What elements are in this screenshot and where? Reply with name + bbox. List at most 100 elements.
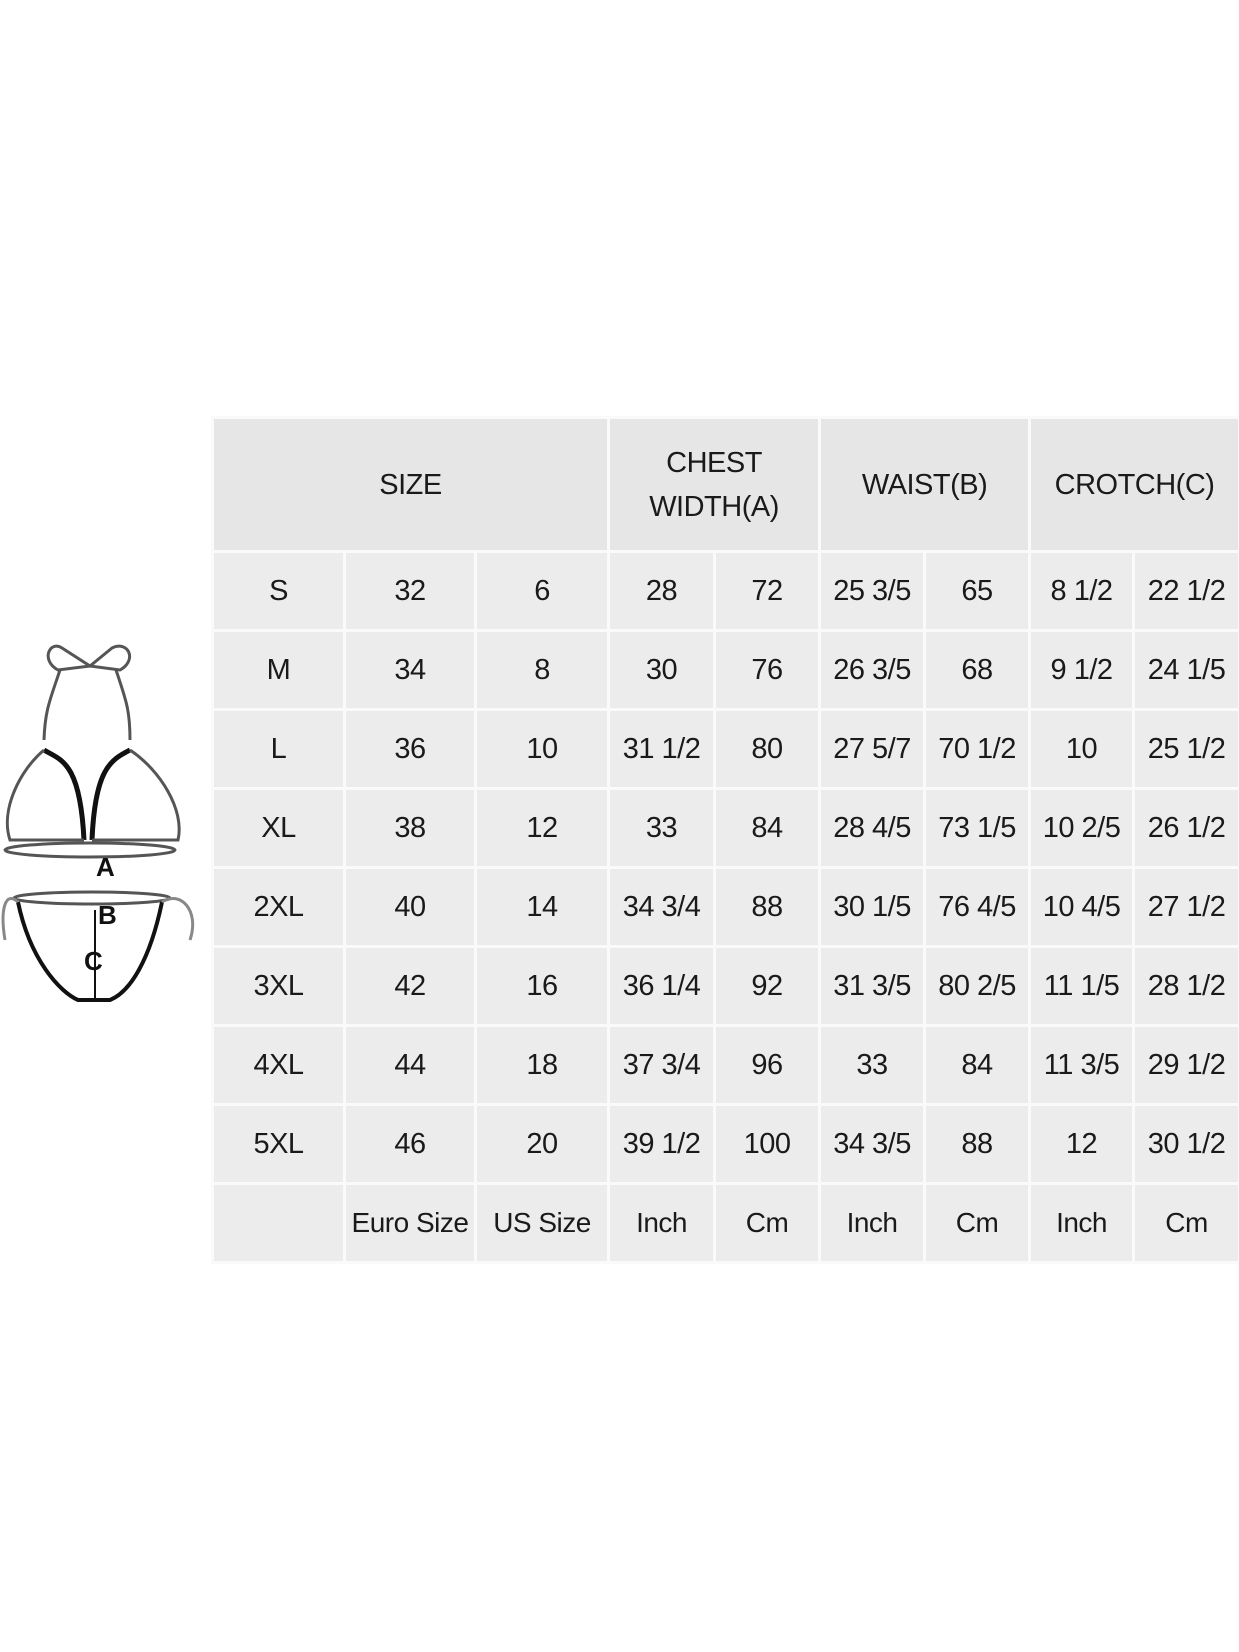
label-a: A — [96, 852, 115, 882]
cell-crotch-cm: 30 1/2 — [1132, 1103, 1239, 1185]
unit-waist-inch: Inch — [818, 1182, 927, 1264]
cell-size: XL — [211, 787, 346, 869]
cell-crotch-cm: 24 1/5 — [1132, 629, 1239, 711]
cell-us-size: 6 — [473, 550, 611, 632]
cell-crotch-inch: 11 1/5 — [1028, 945, 1136, 1027]
cell-size: S — [211, 550, 346, 632]
cell-euro-size: 38 — [343, 787, 477, 869]
cell-waist-inch: 28 4/5 — [818, 787, 927, 869]
cell-size: M — [211, 629, 346, 711]
cell-us-size: 14 — [473, 866, 611, 948]
cell-waist-cm: 70 1/2 — [923, 708, 1032, 790]
cell-size: 4XL — [211, 1024, 346, 1106]
cell-euro-size: 32 — [343, 550, 477, 632]
table-row: S 32 6 28 72 25 3/5 65 8 1/2 22 1/2 — [211, 550, 1239, 632]
table-row: 4XL 44 18 37 3/4 96 33 84 11 3/5 29 1/2 — [211, 1024, 1239, 1106]
cell-waist-cm: 84 — [923, 1024, 1032, 1106]
cell-waist-inch: 31 3/5 — [818, 945, 927, 1027]
cell-euro-size: 44 — [343, 1024, 477, 1106]
unit-euro-size: Euro Size — [343, 1182, 477, 1264]
cell-chest-inch: 36 1/4 — [607, 945, 717, 1027]
cell-crotch-cm: 26 1/2 — [1132, 787, 1239, 869]
cell-waist-inch: 34 3/5 — [818, 1103, 927, 1185]
cell-crotch-cm: 25 1/2 — [1132, 708, 1239, 790]
cell-size: 2XL — [211, 866, 346, 948]
cell-size: L — [211, 708, 346, 790]
cell-waist-cm: 68 — [923, 629, 1032, 711]
cell-crotch-inch: 11 3/5 — [1028, 1024, 1136, 1106]
cell-waist-inch: 27 5/7 — [818, 708, 927, 790]
cell-crotch-inch: 10 — [1028, 708, 1136, 790]
table-row: L 36 10 31 1/2 80 27 5/7 70 1/2 10 25 1/2 — [211, 708, 1239, 790]
table-row: 5XL 46 20 39 1/2 100 34 3/5 88 12 30 1/2 — [211, 1103, 1239, 1185]
cell-chest-cm: 100 — [713, 1103, 822, 1185]
cell-us-size: 20 — [473, 1103, 611, 1185]
cell-chest-cm: 80 — [713, 708, 822, 790]
cell-chest-inch: 34 3/4 — [607, 866, 717, 948]
cell-chest-inch: 31 1/2 — [607, 708, 717, 790]
cell-us-size: 10 — [473, 708, 611, 790]
unit-size — [211, 1182, 346, 1264]
table-row: M 34 8 30 76 26 3/5 68 9 1/2 24 1/5 — [211, 629, 1239, 711]
cell-euro-size: 40 — [343, 866, 477, 948]
cell-chest-cm: 96 — [713, 1024, 822, 1106]
cell-crotch-cm: 29 1/2 — [1132, 1024, 1239, 1106]
cell-crotch-inch: 9 1/2 — [1028, 629, 1136, 711]
header-crotch: CROTCH(C) — [1028, 416, 1239, 553]
cell-us-size: 16 — [473, 945, 611, 1027]
cell-size: 3XL — [211, 945, 346, 1027]
cell-chest-cm: 72 — [713, 550, 822, 632]
cell-crotch-inch: 12 — [1028, 1103, 1136, 1185]
cell-euro-size: 36 — [343, 708, 477, 790]
unit-crotch-cm: Cm — [1132, 1182, 1239, 1264]
bikini-measurement-diagram: A B C — [1, 644, 195, 1002]
cell-waist-inch: 33 — [818, 1024, 927, 1106]
cell-crotch-inch: 10 2/5 — [1028, 787, 1136, 869]
cell-chest-cm: 92 — [713, 945, 822, 1027]
cell-size: 5XL — [211, 1103, 346, 1185]
label-c: C — [84, 946, 103, 976]
cell-us-size: 12 — [473, 787, 611, 869]
header-row: SIZE CHEST WIDTH(A) WAIST(B) CROTCH(C) — [210, 416, 1239, 553]
cell-us-size: 18 — [473, 1024, 611, 1106]
cell-chest-inch: 30 — [607, 629, 717, 711]
bikini-top-illustration — [3, 644, 181, 859]
table-row: 2XL 40 14 34 3/4 88 30 1/5 76 4/5 10 4/5 27 1/2 — [211, 866, 1239, 948]
header-size: SIZE — [210, 416, 611, 553]
cell-chest-inch: 37 3/4 — [607, 1024, 717, 1106]
header-chest: CHEST WIDTH(A) — [607, 416, 822, 553]
cell-chest-inch: 33 — [607, 787, 717, 869]
label-b: B — [98, 900, 117, 930]
cell-euro-size: 34 — [343, 629, 477, 711]
header-chest-line2: WIDTH(A) — [649, 490, 779, 523]
header-chest-line1: CHEST — [666, 446, 762, 479]
bikini-bottom-illustration — [1, 890, 195, 1002]
cell-us-size: 8 — [473, 629, 611, 711]
cell-waist-cm: 73 1/5 — [923, 787, 1032, 869]
cell-chest-inch: 28 — [607, 550, 717, 632]
measurement-labels: A B C — [84, 852, 117, 976]
cell-chest-cm: 76 — [713, 629, 822, 711]
cell-chest-cm: 84 — [713, 787, 822, 869]
cell-crotch-cm: 28 1/2 — [1132, 945, 1239, 1027]
cell-euro-size: 46 — [343, 1103, 477, 1185]
cell-crotch-cm: 22 1/2 — [1132, 550, 1239, 632]
cell-waist-inch: 30 1/5 — [818, 866, 927, 948]
cell-waist-cm: 88 — [923, 1103, 1032, 1185]
cell-euro-size: 42 — [343, 945, 477, 1027]
header-waist: WAIST(B) — [818, 416, 1032, 553]
cell-waist-cm: 76 4/5 — [923, 866, 1032, 948]
unit-crotch-inch: Inch — [1028, 1182, 1136, 1264]
cell-crotch-inch: 8 1/2 — [1028, 550, 1136, 632]
cell-chest-inch: 39 1/2 — [607, 1103, 717, 1185]
cell-crotch-inch: 10 4/5 — [1028, 866, 1136, 948]
table-row: 3XL 42 16 36 1/4 92 31 3/5 80 2/5 11 1/5 28 1/2 — [211, 945, 1239, 1027]
cell-chest-cm: 88 — [713, 866, 822, 948]
cell-crotch-cm: 27 1/2 — [1132, 866, 1239, 948]
cell-waist-cm: 80 2/5 — [923, 945, 1032, 1027]
cell-waist-inch: 26 3/5 — [818, 629, 927, 711]
unit-waist-cm: Cm — [923, 1182, 1032, 1264]
unit-chest-inch: Inch — [607, 1182, 717, 1264]
cell-waist-cm: 65 — [923, 550, 1032, 632]
